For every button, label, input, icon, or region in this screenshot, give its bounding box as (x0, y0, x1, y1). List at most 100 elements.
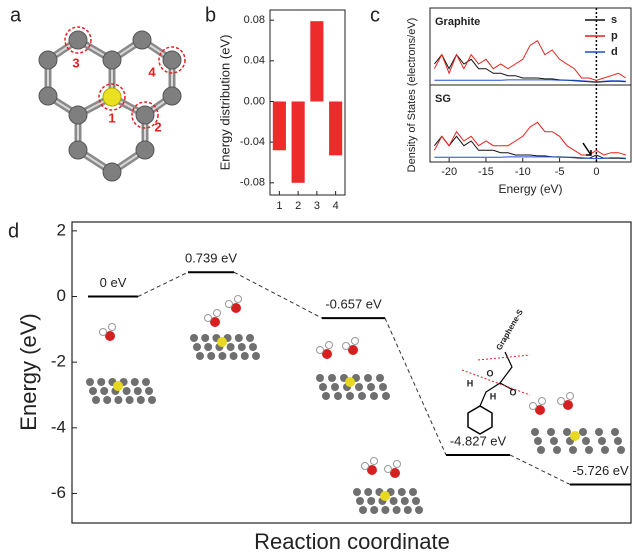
inset-hbonds (461, 354, 531, 396)
carbon-atom (381, 506, 390, 514)
carbon-atom (328, 374, 336, 382)
y-tick-label: -6 (51, 483, 66, 502)
y-axis-label: Density of States (electrons/eV) (406, 18, 418, 173)
carbon-atom (97, 378, 106, 386)
y-tick-label: 0.08 (244, 14, 265, 26)
connector (233, 271, 323, 319)
legend-label: p (611, 30, 618, 42)
carbon-atom (585, 446, 593, 454)
inset-label: H (490, 391, 497, 401)
carbon-atom (355, 383, 363, 391)
hydrogen-atom (204, 314, 212, 322)
oxygen-atom (105, 331, 115, 341)
carbon-atom (382, 392, 390, 400)
carbon-atom (135, 105, 155, 125)
inset-label: Graphene-S (494, 307, 525, 351)
x-tick-label: 4 (333, 200, 339, 212)
carbon-atom (376, 374, 384, 382)
carbon-atom (68, 140, 88, 160)
sulfur-atom (570, 431, 580, 441)
hydrogen-atom (529, 402, 537, 410)
hydrogen-atom (234, 295, 242, 303)
carbon-atom (379, 383, 387, 391)
carbon-atom (569, 446, 577, 454)
oxygen-atom (535, 405, 545, 415)
carbon-atom (358, 392, 366, 400)
dos-line (434, 135, 626, 160)
level-label: -0.657 eV (325, 297, 382, 312)
carbon-atom (162, 50, 182, 70)
inset-bonds (479, 351, 514, 407)
carbon-atom (356, 497, 364, 505)
carbon-atom (204, 343, 213, 351)
carbon-atom (68, 105, 88, 125)
bar (329, 101, 343, 156)
site-marker (98, 83, 126, 111)
level-label: 0.739 eV (185, 251, 237, 266)
hydrogen-atom (557, 397, 565, 405)
carbon-atom (207, 352, 216, 360)
subplot-label: Graphite (435, 16, 480, 28)
carbon-atom (196, 352, 204, 360)
carbon-atom (234, 334, 243, 342)
site-label: 1 (108, 110, 115, 125)
x-axis-label: Reaction coordinate (254, 529, 450, 554)
sulfur-atom (345, 377, 355, 387)
carbon-atom (550, 437, 558, 445)
hydrogen-atom (351, 337, 359, 345)
carbon-atom (359, 506, 367, 514)
carbon-atom (611, 428, 619, 436)
carbon-atom (409, 488, 417, 496)
hydrogen-atom (361, 462, 369, 470)
site-label: 4 (148, 64, 156, 79)
panel-letter: d (8, 220, 19, 242)
x-tick-label: 1 (276, 200, 282, 212)
carbon-atom (103, 396, 112, 404)
carbon-atom (133, 387, 142, 395)
carbon-atom (114, 396, 123, 404)
carbon-atom (92, 396, 100, 404)
carbon-atom (89, 387, 97, 395)
carbon-atom (132, 30, 152, 50)
connector (509, 454, 571, 485)
carbon-atom (617, 446, 625, 454)
arrow (582, 142, 592, 156)
panel-letter: a (10, 4, 22, 26)
carbon-atom (249, 343, 257, 351)
carbon-atom (392, 506, 401, 514)
carbon-atom (553, 446, 561, 454)
hydrogen-atom (108, 323, 116, 331)
hydrogen-atom (99, 328, 107, 336)
carbon-atom (370, 506, 379, 514)
carbon-atom (370, 392, 378, 400)
oxygen-atom (390, 468, 400, 478)
x-tick-label: -20 (441, 166, 457, 178)
carbon-atom (579, 428, 587, 436)
hydrogen-atom (213, 309, 221, 317)
carbon-atom (403, 506, 412, 514)
carbon-atom (226, 343, 235, 351)
carbon-atom (145, 387, 153, 395)
carbon-atom (122, 387, 131, 395)
hydrogen-atom (225, 300, 233, 308)
carbon-atom (237, 343, 246, 351)
carbon-atom (367, 383, 375, 391)
carbon-atom (148, 396, 156, 404)
carbon-atom (246, 334, 254, 342)
carbon-atom (334, 392, 342, 400)
carbon-atom (367, 497, 376, 505)
carbon-atom (68, 30, 88, 50)
hydrogen-atom (325, 341, 333, 349)
carbon-atom (162, 86, 182, 106)
carbon-atom (319, 383, 327, 391)
hydrogen-atom (342, 342, 350, 350)
hydrogen-atom (538, 397, 546, 405)
carbon-atom (397, 488, 406, 496)
sulfur-atom (380, 491, 390, 501)
level-label: -5.726 eV (572, 463, 629, 478)
carbon-atom (142, 378, 150, 386)
oxygen-atom (210, 317, 220, 327)
carbon-atom (353, 488, 361, 496)
dos-line (434, 156, 626, 160)
hydrogen-atom (316, 346, 324, 354)
